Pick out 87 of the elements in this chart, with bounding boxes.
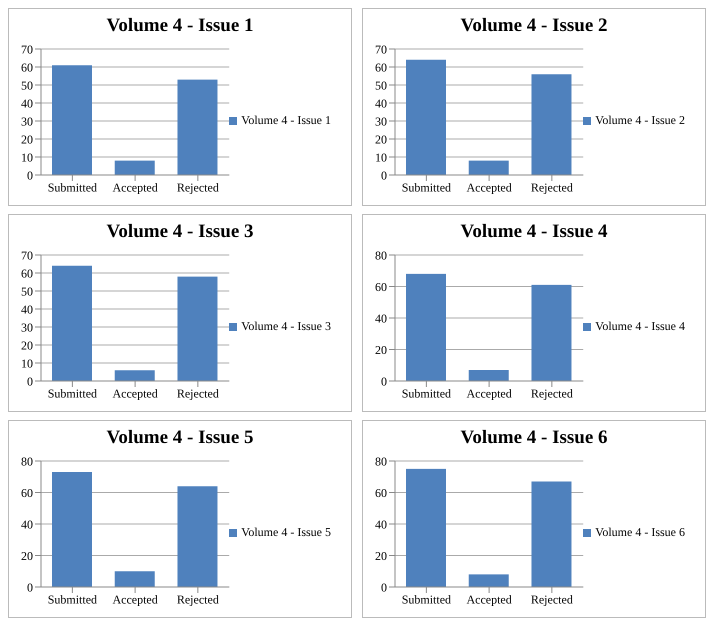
- legend-label: Volume 4 - Issue 2: [595, 112, 685, 126]
- legend-label: Volume 4 - Issue 1: [241, 112, 331, 126]
- y-tick-label: 80: [21, 454, 33, 468]
- bar: [114, 571, 155, 587]
- y-tick-label: 40: [375, 96, 387, 110]
- bar: [406, 60, 446, 175]
- x-tick-label: Submitted: [48, 592, 98, 607]
- x-tick-label: Submitted: [402, 180, 452, 195]
- y-tick-label: 20: [375, 342, 387, 357]
- chart-title: Volume 4 - Issue 1: [105, 15, 255, 38]
- y-tick-label: 30: [375, 114, 387, 128]
- bar: [468, 160, 509, 175]
- x-tick-label: Accepted: [466, 180, 512, 195]
- legend-label: Volume 4 - Issue 6: [595, 524, 685, 538]
- chart-title: Volume 4 - Issue 4: [459, 221, 609, 244]
- y-tick-label: 0: [27, 374, 33, 388]
- x-tick-label: Accepted: [112, 386, 158, 401]
- y-tick-label: 0: [27, 168, 33, 182]
- x-tick-label: Submitted: [48, 386, 98, 401]
- x-tick-label: Rejected: [530, 386, 573, 401]
- x-tick-label: Rejected: [176, 592, 219, 607]
- y-tick-label: 40: [21, 96, 33, 110]
- x-tick-label: Rejected: [176, 386, 219, 401]
- bar: [114, 370, 155, 381]
- bar: [52, 65, 92, 175]
- bar: [406, 468, 446, 587]
- y-tick-label: 30: [21, 114, 33, 128]
- bar: [531, 284, 572, 381]
- y-tick-label: 60: [375, 60, 387, 74]
- y-tick-label: 40: [21, 302, 33, 316]
- y-tick-label: 30: [21, 320, 33, 334]
- legend-label: Volume 4 - Issue 5: [241, 524, 331, 538]
- x-tick-label: Rejected: [530, 180, 573, 195]
- y-tick-label: 20: [375, 548, 387, 563]
- y-tick-label: 50: [21, 284, 33, 298]
- chart-title: Volume 4 - Issue 5: [105, 427, 255, 450]
- bar: [177, 80, 218, 175]
- y-tick-label: 60: [375, 280, 387, 294]
- bar: [177, 276, 218, 381]
- y-tick-label: 0: [381, 374, 387, 388]
- y-tick-label: 50: [21, 78, 33, 92]
- x-tick-label: Accepted: [112, 592, 158, 607]
- y-tick-label: 10: [21, 356, 33, 370]
- x-tick-label: Rejected: [530, 592, 573, 607]
- x-tick-label: Accepted: [466, 592, 512, 607]
- y-tick-label: 60: [21, 60, 33, 74]
- y-tick-label: 70: [21, 248, 33, 262]
- bar: [531, 74, 572, 175]
- chart-title: Volume 4 - Issue 3: [105, 221, 255, 244]
- y-tick-label: 60: [21, 486, 33, 500]
- bar: [406, 274, 446, 381]
- y-tick-label: 10: [375, 150, 387, 164]
- x-tick-label: Accepted: [466, 386, 512, 401]
- y-tick-label: 40: [375, 311, 387, 326]
- y-tick-label: 80: [375, 454, 387, 468]
- bar: [531, 481, 572, 587]
- bar: [177, 486, 218, 587]
- y-tick-label: 80: [375, 248, 387, 262]
- bar: [468, 370, 509, 381]
- y-tick-label: 60: [21, 266, 33, 280]
- x-tick-label: Submitted: [402, 592, 452, 607]
- x-tick-label: Rejected: [176, 180, 219, 195]
- x-tick-label: Submitted: [48, 180, 98, 195]
- y-tick-label: 70: [375, 42, 387, 56]
- y-tick-label: 10: [21, 150, 33, 164]
- y-tick-label: 20: [375, 132, 387, 146]
- y-tick-label: 70: [21, 42, 33, 56]
- y-tick-label: 0: [27, 580, 33, 594]
- y-tick-label: 0: [381, 168, 387, 182]
- y-tick-label: 20: [21, 548, 33, 563]
- y-tick-label: 20: [21, 338, 33, 352]
- y-tick-label: 20: [21, 132, 33, 146]
- bar: [114, 160, 155, 175]
- chart-title: Volume 4 - Issue 6: [459, 427, 609, 450]
- x-tick-label: Accepted: [112, 180, 158, 195]
- y-tick-label: 40: [21, 517, 33, 532]
- y-tick-label: 40: [375, 517, 387, 532]
- bar: [52, 472, 92, 587]
- y-tick-label: 60: [375, 486, 387, 500]
- bar: [52, 266, 92, 381]
- bar: [468, 574, 509, 587]
- legend-label: Volume 4 - Issue 3: [241, 318, 331, 332]
- legend-label: Volume 4 - Issue 4: [595, 318, 685, 332]
- chart-title: Volume 4 - Issue 2: [459, 15, 609, 38]
- x-tick-label: Submitted: [402, 386, 452, 401]
- y-tick-label: 50: [375, 78, 387, 92]
- y-tick-label: 0: [381, 580, 387, 594]
